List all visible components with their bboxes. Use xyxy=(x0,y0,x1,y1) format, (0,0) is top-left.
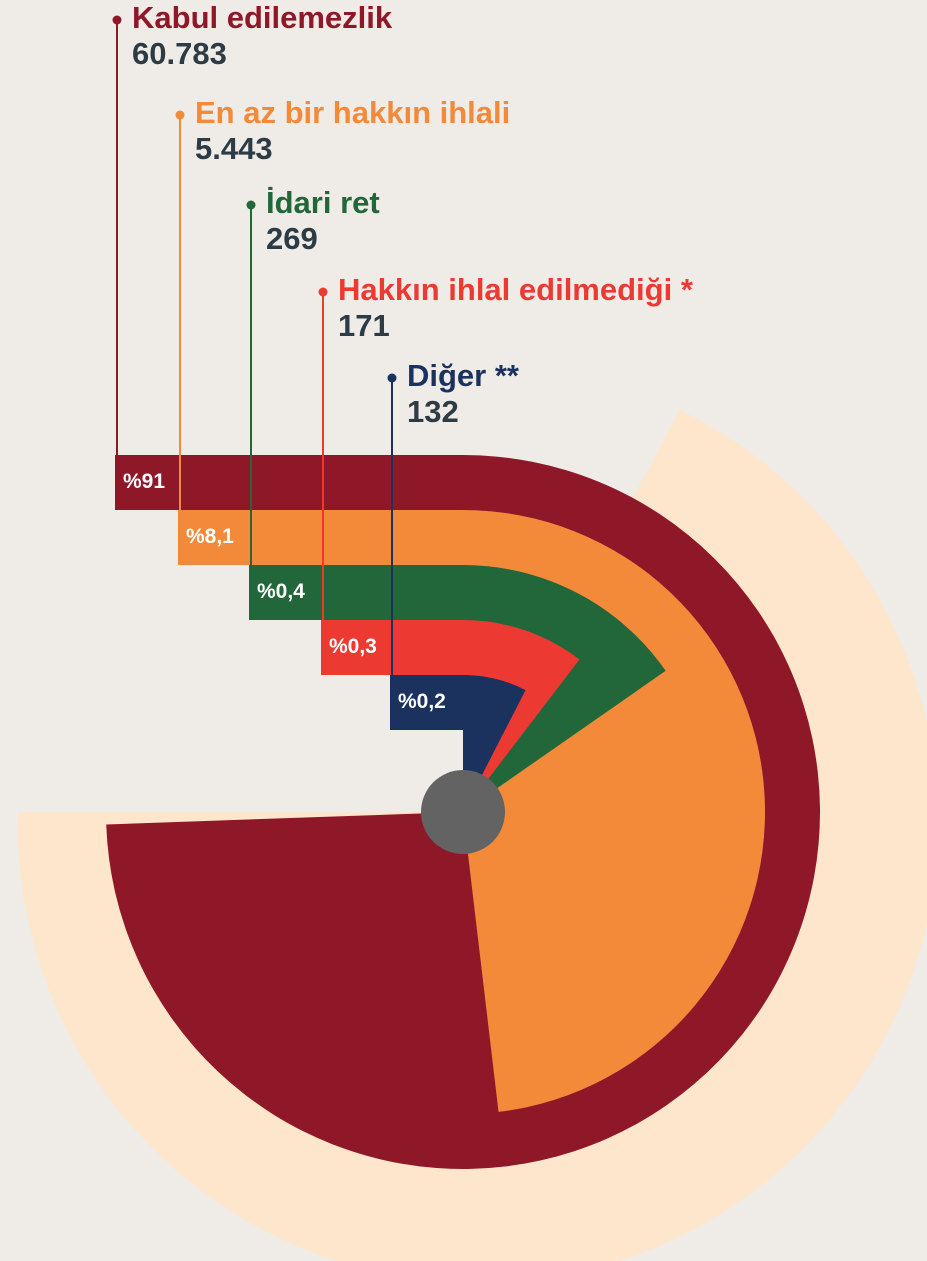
count-label: 132 xyxy=(407,394,459,429)
leader-dot xyxy=(112,15,122,25)
strip xyxy=(249,565,463,620)
leader-dot xyxy=(175,110,185,120)
leader-dot xyxy=(387,373,397,383)
strip xyxy=(178,510,463,565)
center-hub xyxy=(421,770,505,854)
percentage-label: %8,1 xyxy=(186,525,234,548)
strip xyxy=(115,455,463,510)
sector xyxy=(463,620,580,812)
category-label: Diğer ** xyxy=(407,358,520,393)
leader-dot xyxy=(246,200,256,210)
count-label: 171 xyxy=(338,308,390,343)
percentage-label: %0,4 xyxy=(257,580,305,603)
count-label: 5.443 xyxy=(195,131,273,166)
percentage-label: %0,2 xyxy=(398,690,446,713)
count-label: 269 xyxy=(266,221,318,256)
strip xyxy=(390,675,463,730)
category-label: Hakkın ihlal edilmediği * xyxy=(338,272,694,307)
category-label: Kabul edilemezlik xyxy=(132,0,393,35)
category-label: En az bir hakkın ihlali xyxy=(195,95,510,130)
sector xyxy=(463,565,666,812)
percentage-label: %91 xyxy=(123,470,165,493)
percentage-label: %0,3 xyxy=(329,635,377,658)
leader-dot xyxy=(318,287,328,297)
count-label: 60.783 xyxy=(132,36,227,71)
category-label: İdari ret xyxy=(266,185,380,220)
